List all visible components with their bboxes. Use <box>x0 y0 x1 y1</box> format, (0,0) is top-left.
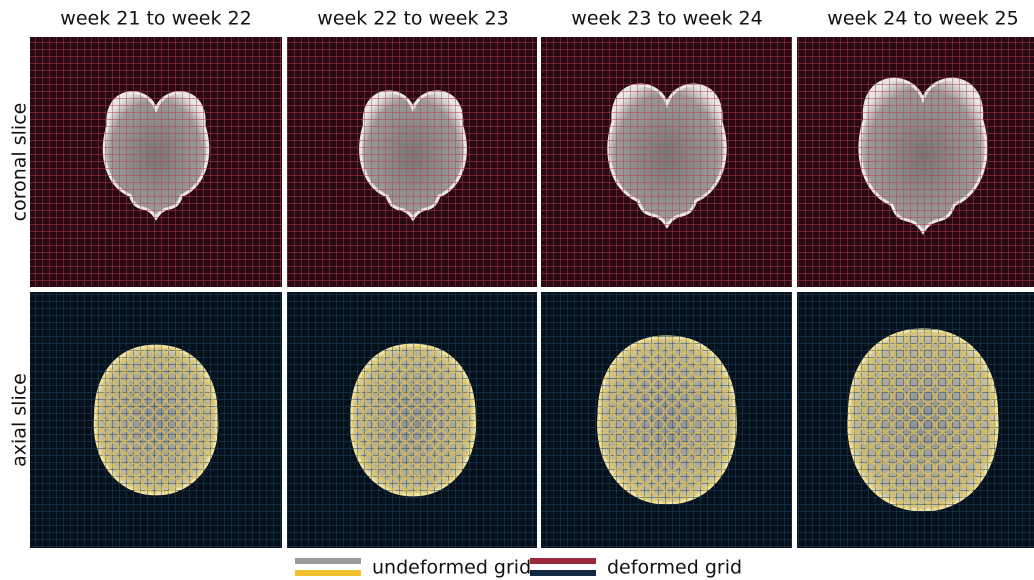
panel <box>287 292 537 548</box>
row-label: axial slice <box>9 373 31 467</box>
panel-content <box>541 37 792 287</box>
deformed-grid <box>599 337 736 503</box>
panel <box>797 37 1034 287</box>
panel <box>287 37 537 287</box>
figure: coronal slice axial slice undeformed gri… <box>0 0 1034 580</box>
panel-content <box>287 37 537 287</box>
deformed-grid <box>95 346 217 494</box>
grid-overlay <box>541 37 792 287</box>
legend-swatch <box>530 558 596 564</box>
column-title: week 24 to week 25 <box>827 8 1018 30</box>
panel <box>797 292 1034 548</box>
column-title: week 23 to week 24 <box>571 8 762 30</box>
panel-content <box>30 37 282 287</box>
panel-content <box>797 37 1034 287</box>
deformed-grid <box>849 330 997 510</box>
row-label: coronal slice <box>9 103 31 222</box>
grid-overlay <box>797 37 1034 287</box>
legend-label: deformed grid <box>607 557 742 579</box>
panel-content <box>541 292 792 548</box>
panel <box>30 37 282 287</box>
grid-overlay <box>287 37 537 287</box>
panel-content <box>287 292 537 548</box>
column-title: week 22 to week 23 <box>317 8 508 30</box>
labels: coronal slice axial slice <box>9 103 31 467</box>
legend-swatch <box>295 558 361 564</box>
panel-content <box>30 292 282 548</box>
column-title: week 21 to week 22 <box>60 8 251 30</box>
panel <box>30 292 282 548</box>
legend: undeformed grid deformed grid <box>295 557 742 579</box>
panel <box>541 292 792 548</box>
legend-swatch <box>530 570 596 576</box>
deformed-grid <box>351 345 474 495</box>
grid-overlay <box>30 37 282 287</box>
legend-label: undeformed grid <box>372 557 531 579</box>
panel-content <box>797 292 1034 548</box>
panel <box>541 37 792 287</box>
legend-swatch <box>295 570 361 576</box>
page: coronal slice axial slice undeformed gri… <box>0 0 1034 580</box>
